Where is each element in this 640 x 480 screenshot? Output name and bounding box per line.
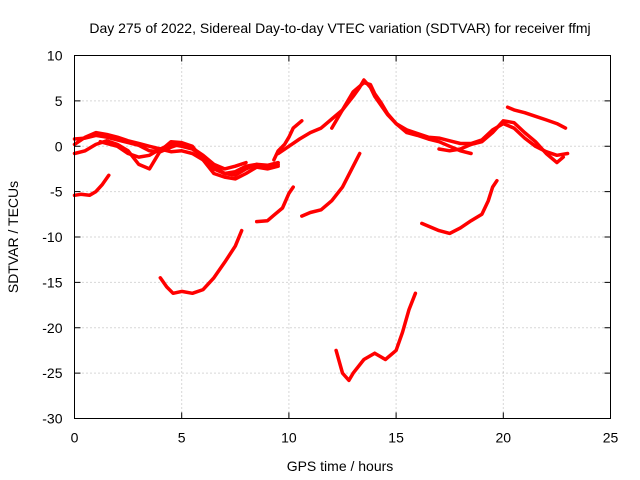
series-line-s14 [437,119,566,165]
y-tick-label: 10 [47,48,63,64]
series-line-s1 [72,173,111,198]
y-tick-label: -25 [42,365,62,381]
x-tick-label: 0 [71,430,79,446]
series-line-s7 [254,185,295,224]
series-line-s15 [505,105,568,130]
series-line-s12 [334,291,418,383]
y-tick-label: 5 [55,93,63,109]
x-axis-label: GPS time / hours [287,458,394,474]
y-tick-label: 0 [55,138,63,154]
series-group [72,78,570,383]
y-axis-label: SDTVAR / TECUs [5,181,21,293]
series-line-s5 [98,139,280,176]
series-line-s4 [72,139,280,181]
y-tick-label: -10 [42,229,62,245]
x-tick-label: 15 [388,430,404,446]
x-tick-label: 5 [178,430,186,446]
series-line-s6 [158,228,244,296]
chart-title: Day 275 of 2022, Sidereal Day-to-day VTE… [89,20,590,36]
axis-ticks: 0 5 10 15 20 25 10 5 0 -5 -10 -15 -20 -25 -30 [42,48,618,446]
y-tick-label: -30 [42,411,62,427]
x-tick-label: 25 [603,430,619,446]
x-tick-label: 20 [496,430,512,446]
y-tick-label: -20 [42,320,62,336]
series-line-s13 [420,178,499,236]
series-line-s11 [300,151,362,218]
series-line-s10 [330,80,570,158]
y-tick-label: -5 [50,184,63,200]
x-tick-label: 10 [281,430,297,446]
series-line-s2 [72,130,280,178]
y-tick-label: -15 [42,274,62,290]
